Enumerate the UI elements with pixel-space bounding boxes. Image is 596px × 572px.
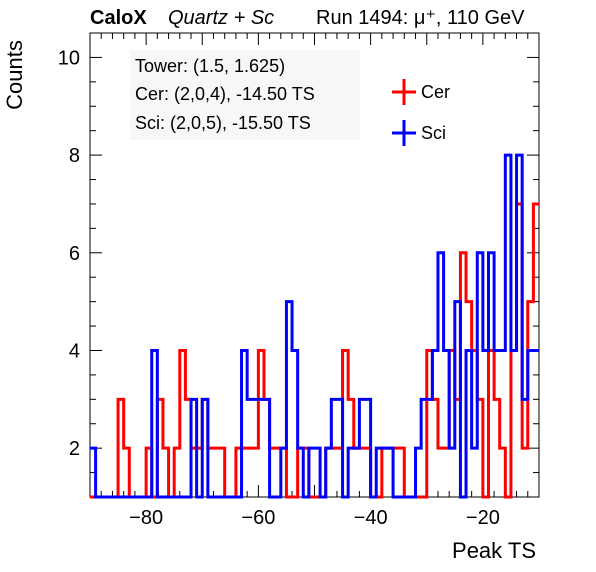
detector-tag: Quartz + Sc	[168, 7, 275, 29]
legend-label-sci: Sci	[421, 123, 447, 143]
tower-info: Tower: (1.5, 1.625)	[135, 56, 286, 76]
y-tick-label: 6	[69, 243, 80, 265]
y-axis-title: Counts	[2, 40, 27, 110]
cer-info: Cer: (2,0,4), -14.50 TS	[135, 84, 315, 104]
y-tick-label: 4	[69, 340, 80, 362]
x-tick-label: −60	[241, 507, 275, 529]
x-axis-title: Peak TS	[452, 538, 536, 563]
sci-info: Sci: (2,0,5), -15.50 TS	[135, 113, 311, 133]
y-tick-label: 8	[69, 145, 80, 167]
y-tick-label: 2	[69, 438, 80, 460]
x-tick-label: −40	[354, 507, 388, 529]
legend-label-cer: Cer	[421, 82, 451, 102]
brand-label: CaloX	[90, 7, 147, 29]
run-info: Run 1494: μ⁺, 110 GeV	[316, 7, 525, 29]
y-tick-label: 10	[58, 47, 80, 69]
x-tick-label: −20	[466, 507, 500, 529]
info-panel	[130, 50, 360, 140]
x-tick-label: −80	[129, 507, 163, 529]
series-line-sci	[90, 153, 539, 499]
